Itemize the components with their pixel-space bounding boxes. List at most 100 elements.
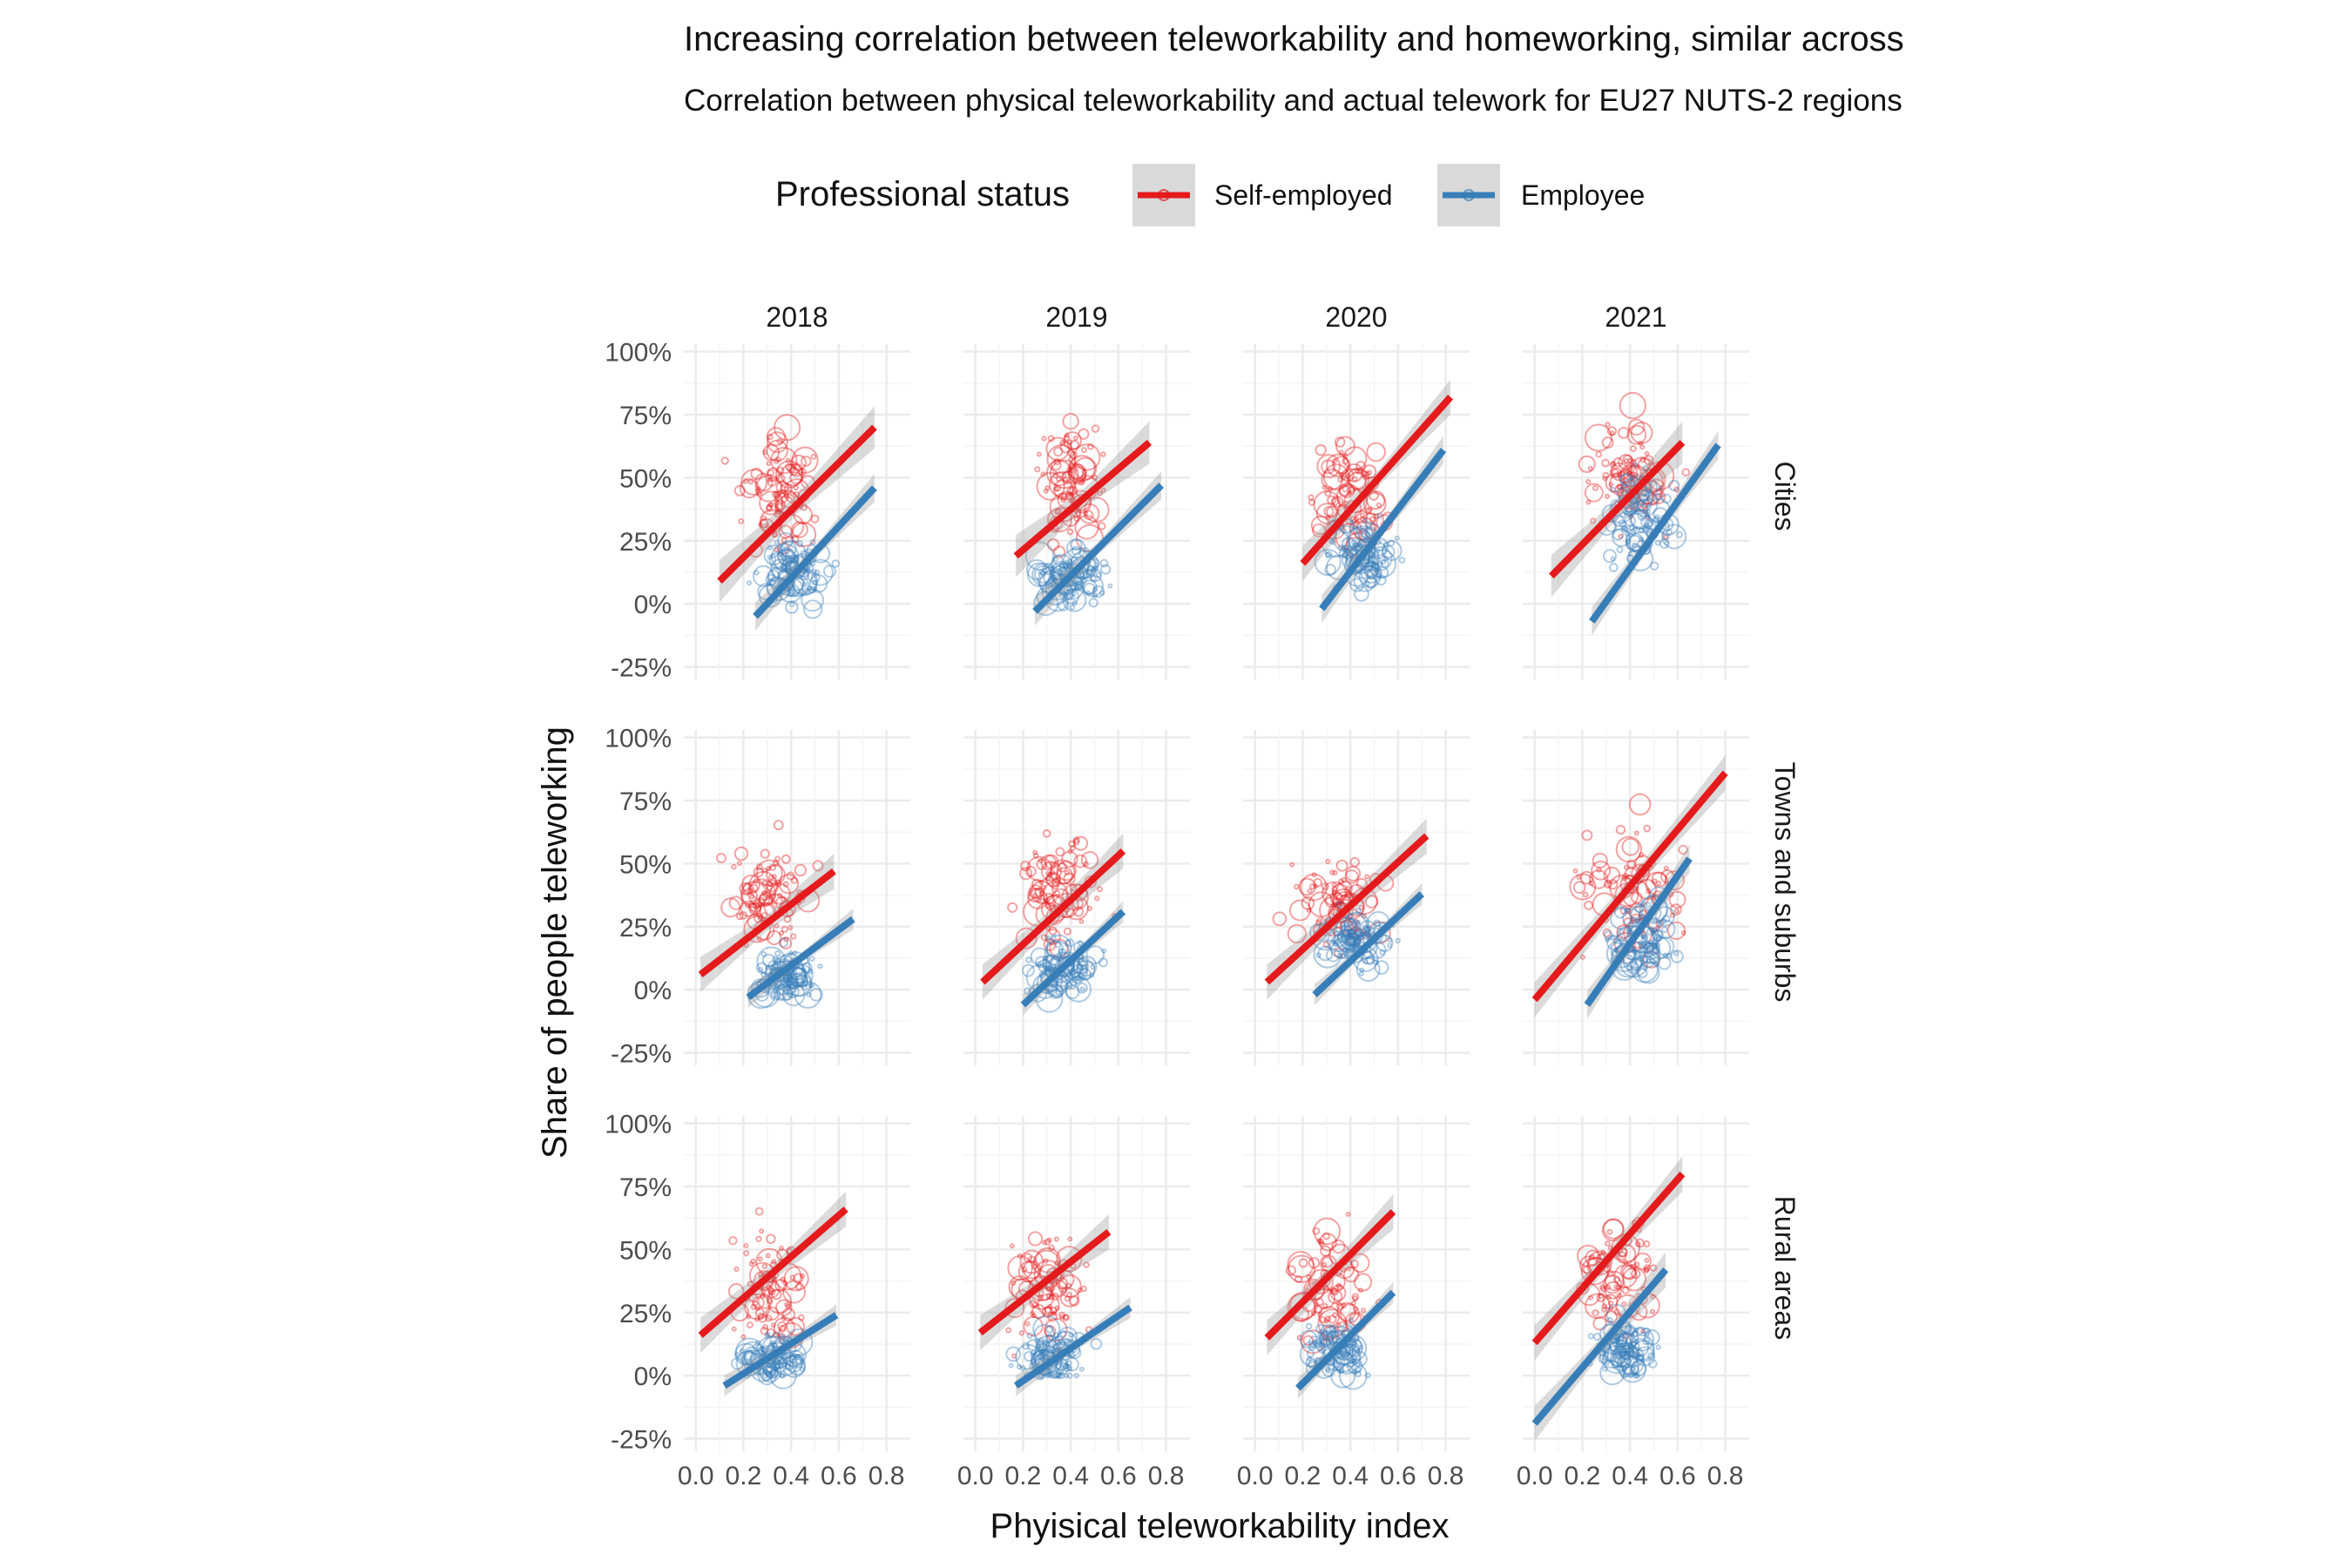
point-self-employed (1324, 490, 1332, 497)
point-self-employed (774, 489, 789, 504)
point-employee (1627, 1342, 1634, 1349)
point-employee (1626, 950, 1636, 961)
point-employee (1349, 947, 1355, 954)
point-self-employed (755, 859, 783, 887)
y-axis-title: Share of people teleworking (536, 727, 574, 1159)
point-employee (1675, 531, 1684, 538)
point-employee (1039, 570, 1046, 577)
point-self-employed (1643, 1264, 1651, 1272)
point-employee (1383, 556, 1389, 561)
point-employee (1331, 939, 1337, 945)
point-self-employed (1004, 1297, 1025, 1319)
point-employee (1308, 1335, 1321, 1348)
point-self-employed (740, 888, 759, 905)
point-employee (1630, 955, 1659, 983)
point-employee (1347, 928, 1355, 936)
point-employee (1035, 961, 1043, 968)
point-employee (1068, 969, 1076, 977)
point-self-employed (1056, 1246, 1083, 1273)
point-self-employed (1038, 890, 1045, 897)
point-employee (1625, 474, 1653, 503)
point-self-employed (1367, 506, 1373, 512)
point-self-employed (1020, 861, 1031, 872)
point-employee (1612, 1342, 1639, 1369)
point-self-employed (1618, 533, 1624, 539)
point-employee (1047, 582, 1053, 589)
point-self-employed (1331, 496, 1344, 508)
point-self-employed (1037, 1294, 1044, 1301)
point-employee (1321, 1338, 1331, 1348)
point-self-employed (1359, 930, 1366, 936)
point-self-employed (1027, 887, 1043, 902)
point-self-employed (1603, 866, 1621, 884)
point-employee (1633, 509, 1639, 516)
point-self-employed (1066, 439, 1073, 446)
point-employee (1376, 512, 1383, 519)
x-tick-label: 0.4 (1332, 1462, 1369, 1490)
point-employee (1061, 971, 1068, 978)
point-employee (1619, 1355, 1646, 1383)
point-employee (1615, 1339, 1630, 1355)
point-self-employed (754, 1308, 766, 1318)
fit-line-employee (1531, 1267, 1669, 1426)
point-employee (1089, 558, 1100, 569)
point-employee (1610, 1348, 1630, 1369)
point-employee (770, 543, 800, 572)
point-self-employed (765, 879, 780, 893)
point-self-employed (1067, 449, 1075, 457)
point-self-employed (767, 476, 773, 483)
point-self-employed (776, 466, 785, 476)
point-employee (1063, 1338, 1071, 1347)
point-self-employed (1631, 891, 1643, 904)
x-tick-label: 0.8 (1428, 1462, 1464, 1490)
point-self-employed (1067, 1236, 1073, 1242)
fit-line-self-employed (717, 424, 877, 584)
panel-2018-cities (684, 344, 910, 679)
point-employee (1630, 478, 1636, 484)
point-self-employed (739, 911, 748, 920)
point-self-employed (1316, 917, 1323, 924)
point-self-employed (1044, 1238, 1051, 1246)
point-self-employed (1100, 451, 1106, 457)
point-self-employed (766, 427, 786, 447)
point-employee (795, 975, 808, 988)
point-employee (1640, 941, 1653, 954)
point-self-employed (1071, 468, 1078, 473)
point-self-employed (1596, 1293, 1605, 1302)
point-employee (1030, 1352, 1036, 1358)
point-self-employed (1346, 1266, 1352, 1272)
point-self-employed (1051, 877, 1061, 888)
point-employee (1030, 947, 1049, 966)
point-employee (1367, 932, 1372, 938)
point-self-employed (1040, 861, 1062, 882)
point-self-employed (774, 509, 781, 516)
point-employee (1610, 1350, 1632, 1372)
point-self-employed (1067, 465, 1087, 484)
point-employee (1626, 931, 1633, 938)
point-employee (766, 1362, 772, 1369)
point-self-employed (770, 447, 798, 475)
point-self-employed (765, 1253, 771, 1259)
point-self-employed (1081, 447, 1087, 454)
point-employee (760, 950, 767, 957)
point-self-employed (1643, 1267, 1650, 1274)
point-self-employed (1351, 476, 1358, 483)
point-employee (1614, 947, 1621, 954)
point-employee (1092, 592, 1098, 598)
point-employee (1074, 583, 1083, 591)
point-self-employed (1338, 449, 1344, 456)
point-employee (1655, 942, 1661, 949)
point-employee (1624, 531, 1631, 537)
point-employee (1090, 1337, 1103, 1350)
point-self-employed (1600, 1286, 1607, 1293)
point-self-employed (1669, 903, 1682, 916)
point-self-employed (1031, 1313, 1037, 1319)
point-self-employed (1640, 930, 1646, 937)
point-employee (1623, 1346, 1645, 1368)
point-employee (1355, 921, 1362, 927)
point-employee (1329, 1340, 1335, 1346)
point-employee (1035, 1350, 1062, 1377)
point-self-employed (1044, 929, 1061, 945)
point-self-employed (1049, 938, 1069, 959)
point-employee (765, 971, 771, 977)
